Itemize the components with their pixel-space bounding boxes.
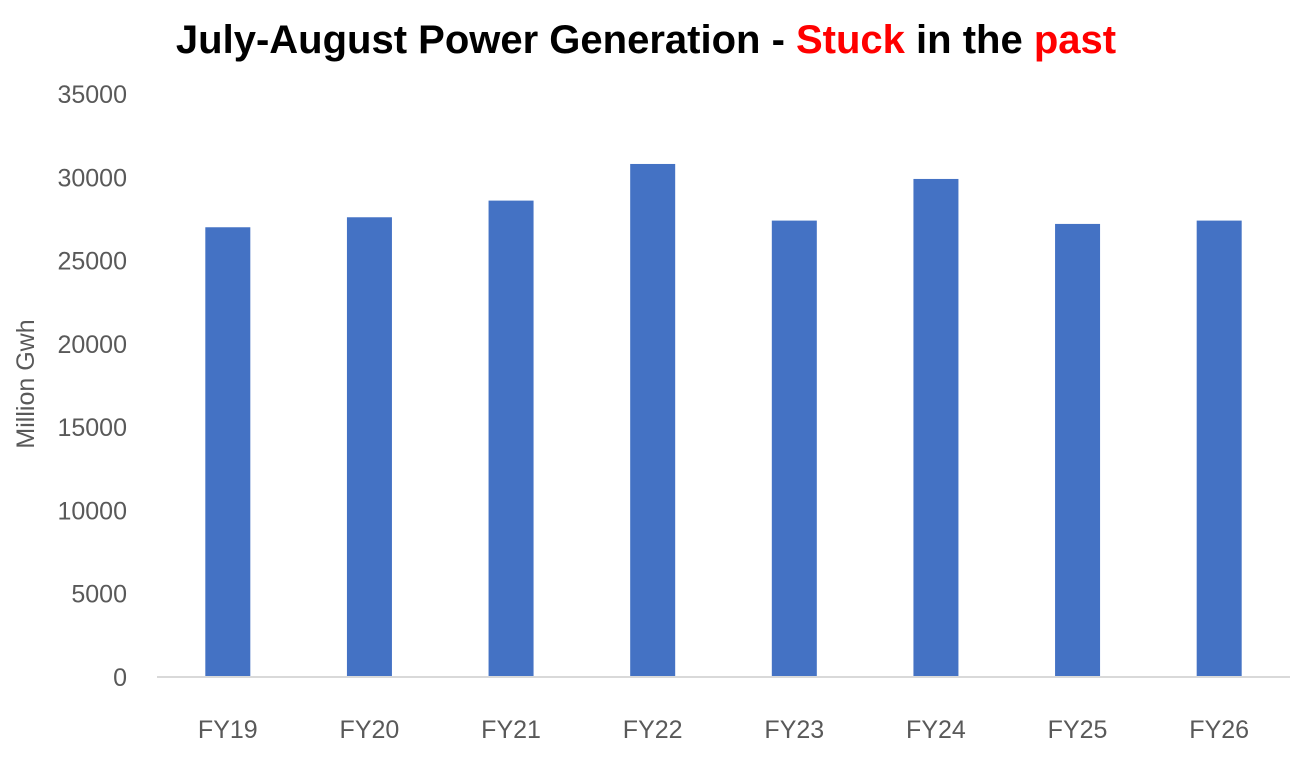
title-accent-stuck: Stuck [796, 18, 905, 62]
bar-fy23 [771, 220, 817, 677]
x-tick-label: FY20 [340, 716, 400, 744]
bar-fy21 [488, 200, 534, 677]
x-tick-label: FY24 [906, 716, 966, 744]
bar-fy19 [205, 227, 251, 677]
bars [205, 163, 1242, 678]
x-tick-label: FY22 [623, 716, 683, 744]
y-axis-label: Million Gwh [12, 319, 40, 448]
y-tick-label: 15000 [57, 414, 127, 442]
y-tick-label: 35000 [57, 81, 127, 109]
y-tick-label: 30000 [57, 164, 127, 192]
y-tick-label: 10000 [57, 497, 127, 525]
x-tick-label: FY26 [1189, 716, 1249, 744]
bar-fy25 [1055, 223, 1101, 677]
y-tick-label: 5000 [71, 581, 127, 609]
x-tick-label: FY23 [764, 716, 824, 744]
bar-fy24 [913, 178, 959, 678]
x-axis-ticks: FY19 FY20 FY21 FY22 FY23 FY24 FY25 FY26 [198, 716, 1249, 744]
title-part-3: in the [904, 18, 1034, 62]
x-tick-label: FY21 [481, 716, 541, 744]
bar-fy20 [346, 217, 392, 677]
bar-fy22 [630, 163, 676, 677]
title-accent-past: past [1033, 18, 1117, 62]
y-axis-ticks: 0 5000 10000 15000 20000 25000 30000 35000 [57, 81, 127, 692]
chart-title: July-August Power Generation - Stuck in … [0, 18, 1292, 63]
bar-fy26 [1196, 220, 1242, 677]
x-tick-label: FY25 [1048, 716, 1108, 744]
y-tick-label: 0 [113, 664, 127, 692]
y-tick-label: 20000 [57, 331, 127, 359]
y-tick-label: 25000 [57, 248, 127, 276]
x-tick-label: FY19 [198, 716, 258, 744]
title-part-1: July-August Power Generation - [175, 18, 796, 62]
